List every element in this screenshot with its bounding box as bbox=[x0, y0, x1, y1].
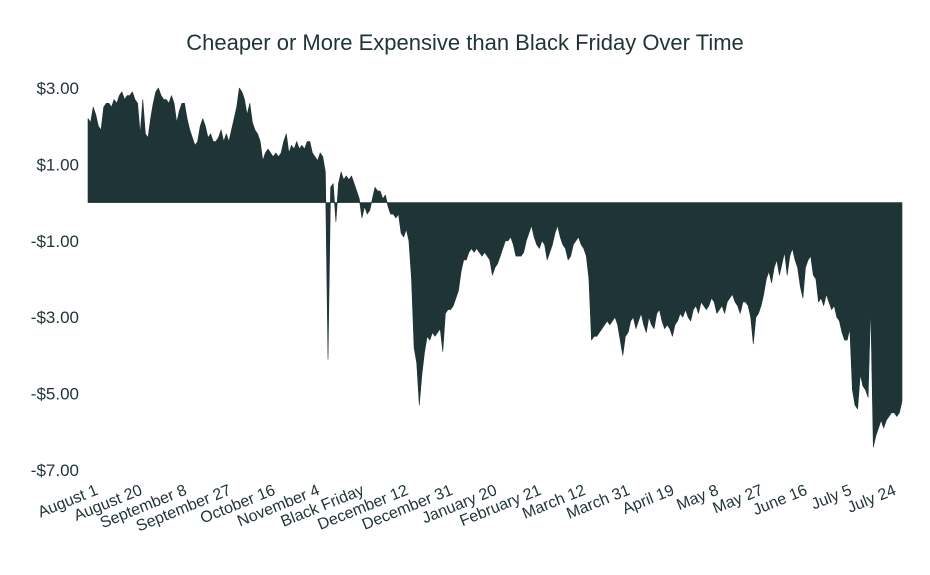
series-area bbox=[87, 87, 903, 448]
x-tick-label: July 24 bbox=[845, 482, 898, 517]
y-tick-label: -$3.00 bbox=[31, 308, 79, 327]
plot-area bbox=[87, 87, 903, 448]
y-tick-label: $3.00 bbox=[36, 79, 79, 98]
y-axis: $3.00 $1.00 -$1.00 -$3.00 -$5.00 -$7.00 bbox=[31, 79, 79, 480]
y-tick-label: -$1.00 bbox=[31, 232, 79, 251]
y-tick-label: -$7.00 bbox=[31, 461, 79, 480]
x-tick-label: April 19 bbox=[620, 482, 677, 518]
y-tick-label: -$5.00 bbox=[31, 385, 79, 404]
chart-title: Cheaper or More Expensive than Black Fri… bbox=[186, 30, 744, 55]
y-tick-label: $1.00 bbox=[36, 155, 79, 174]
